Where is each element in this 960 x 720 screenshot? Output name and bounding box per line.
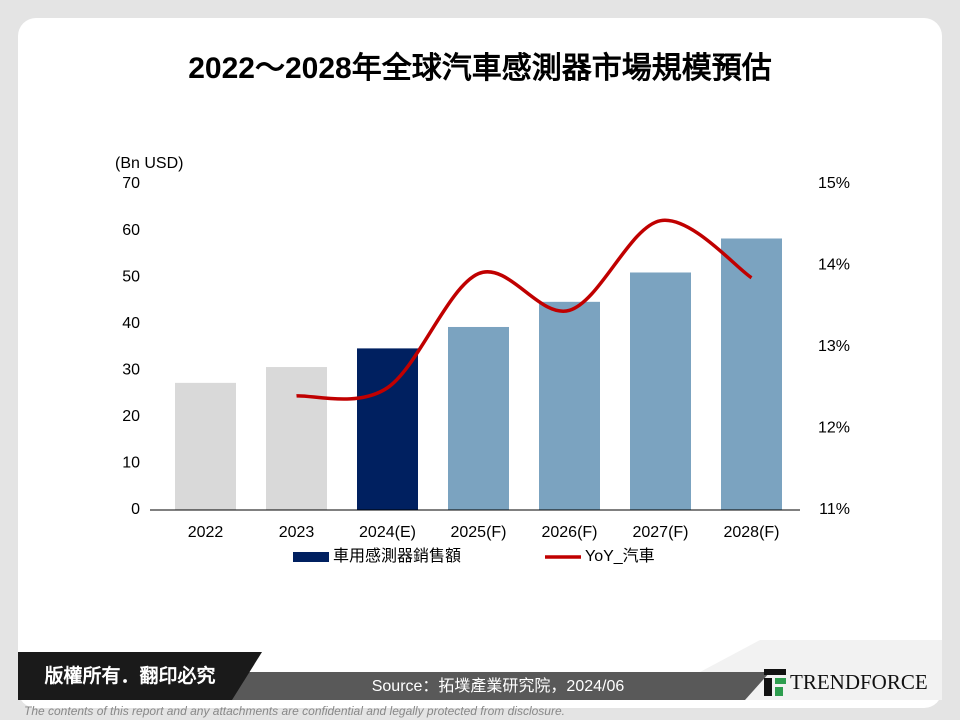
plot: 0 10 20 30 40 50 60 70 11% 12% 13% 14% 15% 2022 2023 20…: [122, 175, 850, 565]
y2-tick-label: 12%: [818, 420, 850, 437]
y-tick-label: 10: [122, 455, 140, 472]
copyright-bar: [18, 652, 262, 700]
logo-bar: [764, 678, 772, 696]
legend-label: 車用感測器銷售額: [333, 547, 461, 565]
logo-bar: [775, 687, 783, 696]
bar: [721, 238, 782, 510]
y-tick-label: 20: [122, 408, 140, 425]
bar: [175, 382, 236, 510]
disclaimer: The contents of this report and any atta…: [24, 704, 565, 718]
x-tick-label: 2025(F): [450, 524, 506, 541]
copyright: 版權所有．翻印必究: [44, 664, 215, 687]
y2-tick-label: 15%: [818, 175, 850, 192]
x-tick-label: 2022: [188, 524, 224, 541]
bar: [357, 348, 418, 510]
bar: [539, 301, 600, 510]
brand-logo: [764, 669, 786, 696]
y2-tick-label: 11%: [819, 501, 850, 518]
bar: [448, 326, 509, 510]
y-tick-label: 40: [122, 315, 140, 332]
y-tick-label: 50: [122, 268, 140, 285]
y2-tick-label: 14%: [818, 257, 850, 274]
source: Source：拓墣產業研究院，2024/06: [372, 677, 625, 695]
legend-label: YoY_汽車: [585, 547, 655, 565]
chart-title: 2022～2028年全球汽車感測器市場規模預估: [188, 51, 771, 85]
y-tick-label: 70: [122, 175, 140, 192]
y-tick-label: 30: [122, 362, 140, 379]
bar: [266, 367, 327, 510]
bar: [630, 272, 691, 510]
y2-tick-label: 13%: [818, 338, 850, 355]
brand: TRENDFORCE: [790, 670, 928, 694]
footer-shade: [700, 640, 942, 700]
logo-bar: [775, 678, 786, 684]
legend-swatch: [293, 552, 329, 562]
x-tick-label: 2023: [279, 524, 315, 541]
y-tick-label: 60: [122, 222, 140, 239]
y-axis-label: (Bn USD): [115, 155, 183, 172]
x-tick-label: 2026(F): [541, 524, 597, 541]
source-bar: [205, 672, 770, 700]
x-tick-label: 2024(E): [359, 524, 416, 541]
y-tick-label: 0: [131, 501, 140, 518]
line: [296, 218, 753, 401]
logo-bar: [764, 669, 786, 675]
x-tick-label: 2028(F): [723, 524, 779, 541]
x-tick-label: 2027(F): [632, 524, 688, 541]
